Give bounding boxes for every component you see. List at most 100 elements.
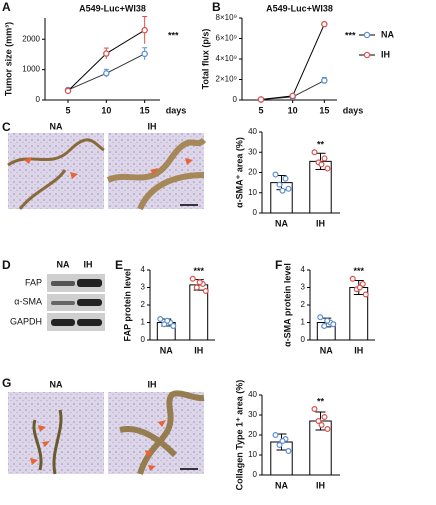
x-tick-label: IH <box>316 480 325 490</box>
data-point <box>356 284 363 291</box>
panel-label: C <box>2 120 11 134</box>
blot-panel <box>47 313 105 331</box>
histology-image <box>8 392 104 474</box>
x-tick-label: NA <box>275 218 288 228</box>
data-point <box>272 171 279 178</box>
image-label: IH <box>148 379 157 389</box>
y-tick-label: 4 <box>141 265 146 274</box>
blot-band <box>51 301 75 305</box>
blot-row: GAPDH <box>10 316 42 326</box>
data-point <box>279 438 286 445</box>
histology-image <box>108 392 204 474</box>
panel-label: F <box>275 258 282 272</box>
histology-image <box>8 133 104 209</box>
x-tick-label: 5 <box>258 105 263 115</box>
blot-band <box>77 319 102 326</box>
blot-panel <box>47 274 105 292</box>
significance: *** <box>353 266 364 276</box>
significance: ** <box>317 396 325 406</box>
data-point <box>285 448 292 455</box>
legend-label: NA <box>381 29 394 39</box>
y-tick-label: 20 <box>248 430 257 439</box>
data-point <box>170 323 177 330</box>
data-point <box>285 185 292 192</box>
data-point <box>311 149 318 156</box>
data-point <box>321 323 328 330</box>
image-label: NA <box>50 379 63 389</box>
data-point <box>279 187 286 194</box>
legend-marker <box>363 31 371 39</box>
data-point <box>321 155 328 162</box>
x-tick-label: 10 <box>288 105 298 115</box>
panel-label: E <box>115 258 123 272</box>
marker <box>141 50 148 58</box>
y-tick-label: 2000 <box>22 34 40 43</box>
data-point <box>324 165 331 172</box>
x-axis-label: days <box>166 105 187 115</box>
y-tick-label: 10 <box>248 450 257 459</box>
y-tick-label: 0 <box>141 335 146 344</box>
tissue-strand <box>7 138 105 210</box>
data-point <box>318 161 325 168</box>
data-point <box>315 418 322 425</box>
marker <box>64 87 72 95</box>
x-tick-label: 10 <box>101 105 111 115</box>
y-tick-label: 40 <box>248 390 257 399</box>
y-axis-label: α-SMA⁺ area (%) <box>234 137 244 208</box>
data-point <box>330 321 337 328</box>
data-point <box>324 426 331 433</box>
blot-band <box>51 281 75 286</box>
blot-row: FAP <box>25 277 42 287</box>
blot-band <box>77 279 102 287</box>
x-tick-label: NA <box>275 480 288 490</box>
x-tick-label: 15 <box>319 105 329 115</box>
data-point <box>324 317 331 324</box>
image-label: IH <box>148 121 157 131</box>
y-axis-label: FAP protein level <box>122 269 132 342</box>
data-point <box>311 406 318 413</box>
legend-label: IH <box>381 49 390 59</box>
marker <box>289 92 296 100</box>
data-point <box>276 181 283 188</box>
y-tick-label: 0 <box>233 95 238 104</box>
data-point <box>272 432 279 439</box>
y-tick-label: 8×10⁹ <box>216 13 237 22</box>
x-tick-label: IH <box>354 345 363 355</box>
y-tick-label: 0 <box>253 470 258 479</box>
y-tick-label: 4 <box>301 265 306 274</box>
data-point <box>318 422 325 429</box>
data-point <box>202 288 209 295</box>
data-point <box>321 414 328 421</box>
y-tick-label: 30 <box>248 147 257 156</box>
panel-label: A <box>2 0 11 14</box>
data-point <box>276 442 283 449</box>
data-point <box>189 275 196 282</box>
arrowhead <box>30 420 166 471</box>
y-tick-label: 1 <box>141 318 146 327</box>
y-axis-label: Collagen Type 1⁺ area (%) <box>234 380 244 491</box>
marker <box>103 70 110 77</box>
significance: *** <box>345 30 356 40</box>
y-axis-label: Total flux (p/s) <box>200 29 210 90</box>
chart-title: A549-Luc+WI38 <box>79 3 146 13</box>
panel-label: D <box>2 258 11 272</box>
blot-column: NA <box>57 259 70 269</box>
marker <box>257 96 265 103</box>
panel-label: B <box>212 0 221 14</box>
x-tick-label: 15 <box>140 105 150 115</box>
tissue-strand <box>106 137 207 211</box>
y-tick-label: 1000 <box>22 65 40 74</box>
image-label: NA <box>50 121 63 131</box>
data-point <box>362 291 369 298</box>
x-tick-label: NA <box>160 345 173 355</box>
data-point <box>193 284 200 291</box>
panel-label: G <box>2 376 11 390</box>
data-point <box>349 275 356 282</box>
y-tick-label: 4×10⁹ <box>216 54 237 63</box>
y-tick-label: 0 <box>36 95 41 104</box>
marker <box>103 50 110 57</box>
x-axis-label: days <box>343 105 364 115</box>
y-tick-label: 10 <box>248 188 257 197</box>
y-tick-label: 40 <box>248 127 257 136</box>
